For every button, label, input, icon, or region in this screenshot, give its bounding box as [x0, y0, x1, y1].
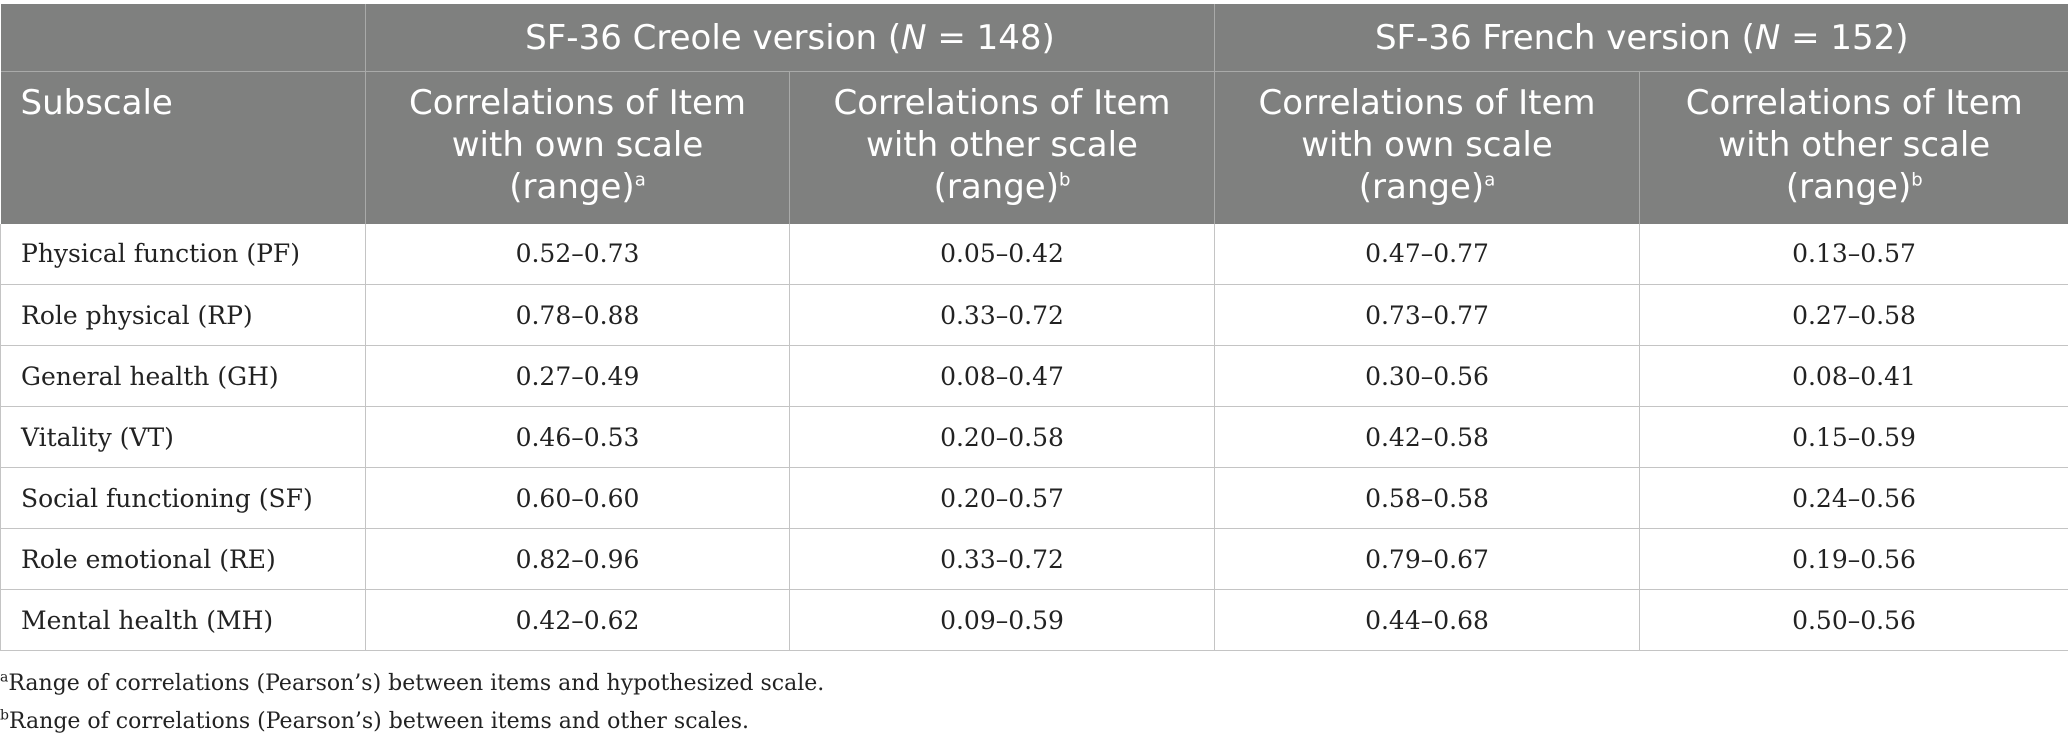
value-cell: 0.08–0.47 — [789, 345, 1215, 407]
value-cell: 0.33–0.72 — [789, 284, 1215, 346]
subscale-cell: Mental health (MH) — [0, 589, 366, 651]
footnote-mark: b — [1911, 169, 1923, 191]
value-cell: 0.30–0.56 — [1214, 345, 1640, 407]
group-label-post: = 152) — [1780, 17, 1909, 58]
group-n-label: N — [1754, 17, 1781, 58]
footnote-text: Range of correlations (Pearson’s) betwee… — [8, 671, 825, 696]
group-label-pre: SF-36 Creole version ( — [525, 17, 902, 58]
table-row: Role emotional (RE) 0.82–0.96 0.33–0.72 … — [0, 528, 2068, 590]
subscale-cell: Role emotional (RE) — [0, 528, 366, 590]
footnote: aRange of correlations (Pearson’s) betwe… — [0, 668, 2068, 706]
footnote-text: Range of correlations (Pearson’s) betwee… — [8, 709, 749, 734]
header-line: with own scale — [1301, 125, 1553, 165]
subscale-cell: Role physical (RP) — [0, 284, 366, 346]
group-label-pre: SF-36 French version ( — [1374, 17, 1755, 58]
value-cell: 0.05–0.42 — [789, 223, 1215, 285]
header-line: Correlations of Item — [409, 83, 746, 123]
footnote-mark: b — [0, 707, 9, 724]
column-header-french-own: Correlations of Item with own scale (range… — [1214, 71, 1640, 224]
value-cell: 0.42–0.62 — [365, 589, 790, 651]
table-body: Physical function (PF) 0.52–0.73 0.05–0.… — [0, 223, 2068, 651]
value-cell: 0.42–0.58 — [1214, 406, 1640, 468]
table-row: General health (GH) 0.27–0.49 0.08–0.47 … — [0, 345, 2068, 407]
header-line: Correlations of Item — [833, 83, 1171, 123]
header-line: with other scale — [866, 125, 1138, 165]
column-header-creole-own: Correlations of Item with own scale (range… — [365, 71, 790, 224]
value-cell: 0.08–0.41 — [1639, 345, 2068, 407]
value-cell: 0.19–0.56 — [1639, 528, 2068, 590]
group-n-label: N — [901, 17, 927, 58]
subscale-cell: Physical function (PF) — [0, 223, 366, 285]
header-line: (range) — [1785, 167, 1912, 207]
footnotes: aRange of correlations (Pearson’s) betwe… — [0, 668, 2068, 744]
value-cell: 0.78–0.88 — [365, 284, 790, 346]
group-label-post: = 148) — [926, 17, 1055, 58]
footnote-mark: a — [1484, 169, 1496, 191]
header-line: Correlations of Item — [1258, 83, 1596, 123]
value-cell: 0.09–0.59 — [789, 589, 1215, 651]
value-cell: 0.15–0.59 — [1639, 406, 2068, 468]
value-cell: 0.47–0.77 — [1214, 223, 1640, 285]
footnote-mark: a — [0, 669, 9, 686]
table-header: SF-36 Creole version (N = 148) SF-36 Fre… — [0, 4, 2068, 224]
column-header-creole-other: Correlations of Item with other scale (ran… — [789, 71, 1215, 224]
value-cell: 0.46–0.53 — [365, 406, 790, 468]
value-cell: 0.24–0.56 — [1639, 467, 2068, 529]
group-header-empty — [0, 4, 366, 72]
subscale-cell: Social functioning (SF) — [0, 467, 366, 529]
value-cell: 0.50–0.56 — [1639, 589, 2068, 651]
value-cell: 0.13–0.57 — [1639, 223, 2068, 285]
subscale-cell: Vitality (VT) — [0, 406, 366, 468]
group-header-creole: SF-36 Creole version (N = 148) — [365, 4, 1215, 72]
header-line: Correlations of Item — [1685, 83, 2023, 123]
value-cell: 0.44–0.68 — [1214, 589, 1640, 651]
value-cell: 0.20–0.58 — [789, 406, 1215, 468]
column-header-french-other: Correlations of Item with other scale (ran… — [1639, 71, 2068, 224]
header-line: with other scale — [1718, 125, 1991, 165]
table-row: Physical function (PF) 0.52–0.73 0.05–0.… — [0, 223, 2068, 285]
value-cell: 0.20–0.57 — [789, 467, 1215, 529]
value-cell: 0.79–0.67 — [1214, 528, 1640, 590]
value-cell: 0.82–0.96 — [365, 528, 790, 590]
column-header-subscale: Subscale — [0, 71, 366, 224]
table-row: Social functioning (SF) 0.60–0.60 0.20–0… — [0, 467, 2068, 529]
correlation-table-container: SF-36 Creole version (N = 148) SF-36 Fre… — [0, 4, 2068, 651]
group-header-french: SF-36 French version (N = 152) — [1214, 4, 2068, 72]
header-line: (range) — [933, 167, 1059, 207]
value-cell: 0.27–0.58 — [1639, 284, 2068, 346]
table-row: Mental health (MH) 0.42–0.62 0.09–0.59 0… — [0, 589, 2068, 651]
footnote-mark: b — [1058, 169, 1071, 191]
correlation-table: SF-36 Creole version (N = 148) SF-36 Fre… — [0, 4, 2068, 651]
value-cell: 0.60–0.60 — [365, 467, 790, 529]
value-cell: 0.58–0.58 — [1214, 467, 1640, 529]
table-row: Role physical (RP) 0.78–0.88 0.33–0.72 0… — [0, 284, 2068, 346]
column-header-row: Subscale Correlations of Item with own sc… — [0, 71, 2068, 224]
header-line: (range) — [1358, 167, 1485, 207]
subscale-cell: General health (GH) — [0, 345, 366, 407]
value-cell: 0.52–0.73 — [365, 223, 790, 285]
footnote-mark: a — [634, 169, 646, 191]
header-line: with own scale — [451, 125, 704, 165]
header-line: (range) — [509, 167, 635, 207]
footnote: bRange of correlations (Pearson’s) betwe… — [0, 706, 2068, 744]
value-cell: 0.27–0.49 — [365, 345, 790, 407]
group-header-row: SF-36 Creole version (N = 148) SF-36 Fre… — [0, 4, 2068, 72]
value-cell: 0.33–0.72 — [789, 528, 1215, 590]
value-cell: 0.73–0.77 — [1214, 284, 1640, 346]
table-row: Vitality (VT) 0.46–0.53 0.20–0.58 0.42–0… — [0, 406, 2068, 468]
